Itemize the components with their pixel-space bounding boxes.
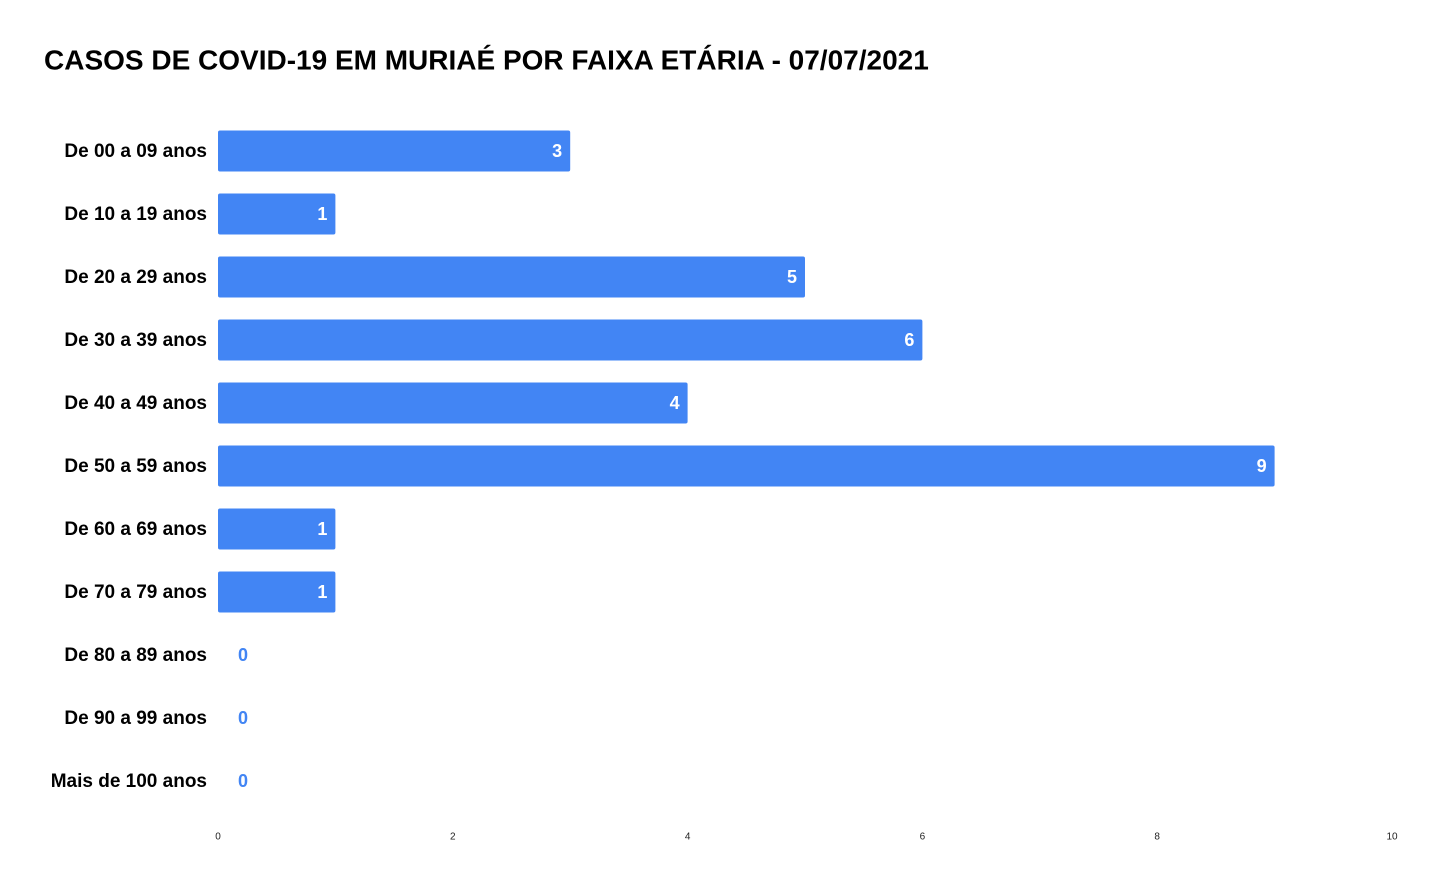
x-tick-label: 2 — [450, 832, 456, 843]
y-tick-label: De 70 a 79 anos — [64, 582, 207, 603]
y-tick-label: De 80 a 89 anos — [64, 645, 207, 666]
bar — [218, 382, 688, 424]
y-tick-label: De 60 a 69 anos — [64, 519, 207, 540]
data-label: 6 — [904, 330, 914, 350]
data-label: 0 — [238, 645, 248, 665]
y-tick-label: De 10 a 19 anos — [64, 204, 207, 225]
y-tick-label: Mais de 100 anos — [51, 771, 207, 792]
y-tick-label: De 50 a 59 anos — [64, 456, 207, 477]
x-tick-label: 4 — [685, 832, 691, 843]
y-tick-label: De 20 a 29 anos — [64, 267, 207, 288]
data-label: 1 — [317, 582, 327, 602]
x-tick-label: 8 — [1154, 832, 1160, 843]
data-label: 9 — [1257, 456, 1267, 476]
data-label: 1 — [317, 519, 327, 539]
y-tick-label: De 30 a 39 anos — [64, 330, 207, 351]
x-tick-label: 6 — [920, 832, 926, 843]
bar — [218, 571, 336, 613]
y-tick-label: De 00 a 09 anos — [64, 141, 207, 162]
y-tick-label: De 40 a 49 anos — [64, 393, 207, 414]
bar — [218, 256, 805, 298]
data-label: 1 — [317, 204, 327, 224]
data-label: 4 — [670, 393, 680, 413]
y-tick-label: De 90 a 99 anos — [64, 708, 207, 729]
bar — [218, 445, 1275, 487]
x-tick-label: 10 — [1386, 832, 1398, 843]
bar — [218, 319, 923, 361]
data-label: 5 — [787, 267, 797, 287]
bar — [218, 508, 336, 550]
bar — [218, 193, 336, 235]
chart-title: CASOS DE COVID-19 EM MURIAÉ POR FAIXA ET… — [44, 44, 929, 75]
data-label: 0 — [238, 708, 248, 728]
x-tick-label: 0 — [215, 832, 221, 843]
data-label: 3 — [552, 141, 562, 161]
data-label: 0 — [238, 771, 248, 791]
bar — [218, 130, 571, 172]
